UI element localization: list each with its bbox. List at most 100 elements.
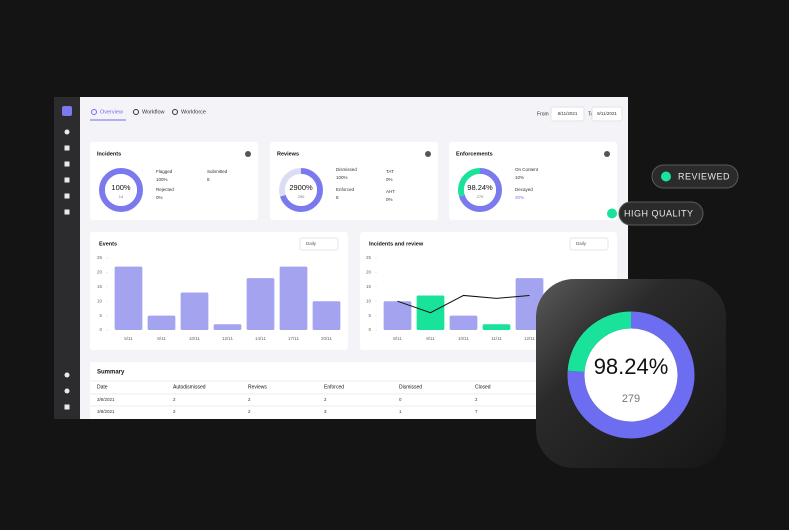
donut-hole <box>105 174 137 206</box>
donut-segment <box>458 168 502 212</box>
nav-icon[interactable] <box>64 193 70 199</box>
x-tick-label: 8/11 <box>157 336 166 341</box>
x-tick-label: 12/11 <box>524 336 535 341</box>
dropdown-label: Daily <box>576 241 587 246</box>
tab-icon <box>91 109 97 115</box>
table-cell: 2 <box>248 397 251 402</box>
stat-label: Flagged <box>156 169 173 174</box>
dropdown-label: Daily <box>306 241 317 246</box>
donut-sub: 290 <box>298 194 305 199</box>
dropdown[interactable] <box>299 237 339 251</box>
donut-sub: 14 <box>119 194 124 199</box>
chart-title: Events <box>99 241 117 247</box>
bar <box>246 278 275 330</box>
table-cell: 2 <box>173 397 176 402</box>
nav-icon[interactable] <box>64 129 70 135</box>
stat-label: AHT <box>386 189 395 194</box>
status-pill <box>618 201 704 226</box>
sidebar <box>54 97 80 419</box>
donut-hole <box>584 328 678 422</box>
stat-value: 10% <box>515 175 524 180</box>
x-tick-label: 5/11 <box>124 336 133 341</box>
nav-icon[interactable] <box>64 145 70 151</box>
card-title: Incidents <box>97 151 121 157</box>
bar <box>482 324 511 330</box>
bar <box>180 292 209 330</box>
to-label: To <box>588 111 594 117</box>
donut-segment <box>567 311 695 439</box>
bar <box>147 315 176 330</box>
table-cell: 7 <box>475 409 478 414</box>
nav-icon[interactable] <box>64 209 70 215</box>
summary-title: Summary <box>97 370 125 376</box>
chart-title: Incidents and review <box>369 241 424 247</box>
stat-value: 8 <box>336 195 339 200</box>
stat-label: Submitted <box>207 169 228 174</box>
logo <box>62 106 72 116</box>
x-tick-label: 17/11 <box>288 336 299 341</box>
stat-value: 30% <box>515 195 524 200</box>
stat-value: 100% <box>156 177 168 182</box>
settings-icon[interactable] <box>64 372 70 378</box>
x-tick-label: 20/11 <box>321 336 332 341</box>
x-tick-label: 11/11 <box>491 336 502 341</box>
nav-icon[interactable] <box>64 177 70 183</box>
date-input[interactable] <box>591 106 623 122</box>
stat-value: 8 <box>207 177 210 182</box>
y-tick-label: 20 <box>366 270 372 275</box>
donut-center: 98.24% <box>467 183 493 192</box>
stat-label: Dismissed <box>336 167 357 172</box>
donut-hole <box>464 174 496 206</box>
y-tick-label: 10 <box>97 298 103 303</box>
y-tick-label: 15 <box>97 284 103 289</box>
line <box>397 294 530 314</box>
table-cell: 0 <box>399 397 402 402</box>
y-tick-label: 25 <box>366 255 372 260</box>
from-date: 8/11/2021 <box>558 111 578 116</box>
donut-segment <box>99 168 143 212</box>
to-date: 9/11/2021 <box>597 111 617 116</box>
x-tick-label: 10/11 <box>189 336 200 341</box>
card-title: Enforcements <box>456 151 493 157</box>
info-icon[interactable] <box>425 151 431 157</box>
nav-tab[interactable]: Workforce <box>181 109 206 115</box>
donut-segment <box>279 168 323 212</box>
nav-tab[interactable]: Workflow <box>142 109 165 115</box>
status-dot <box>661 171 671 182</box>
overlay: REVIEWED HIGH QUALITY 98.24% 279 <box>536 164 739 468</box>
nav-tab[interactable]: Overview <box>100 109 123 115</box>
table-cell: 3/8/2021 <box>97 397 115 402</box>
help-icon[interactable] <box>64 388 70 394</box>
stat-value: 0% <box>156 195 163 200</box>
status-dot <box>607 208 617 219</box>
info-icon[interactable] <box>604 151 610 157</box>
status-pill <box>651 164 739 189</box>
nav-icon[interactable] <box>64 161 70 167</box>
dropdown[interactable] <box>569 237 609 251</box>
date-input[interactable] <box>550 106 585 122</box>
info-icon[interactable] <box>245 151 251 157</box>
stat-label: Enforced <box>336 187 355 192</box>
x-tick-label: 10/11 <box>458 336 469 341</box>
y-tick-label: 5 <box>99 313 102 318</box>
x-tick-label: 12/11 <box>222 336 233 341</box>
table-cell: 2 <box>324 397 327 402</box>
from-label: From <box>537 111 549 117</box>
column-header: Reviews <box>248 384 267 390</box>
donut-center: 98.24% <box>594 354 669 379</box>
y-tick-label: 0 <box>99 327 102 332</box>
table-cell: 1 <box>399 409 402 414</box>
donut-center: 2900% <box>289 183 313 192</box>
bar <box>312 301 341 330</box>
sidebar-icons <box>64 129 70 410</box>
y-tick-label: 15 <box>366 284 372 289</box>
table-cell: 2 <box>248 409 251 414</box>
donut-hole <box>285 174 317 206</box>
table-cell: 2 <box>173 409 176 414</box>
logout-icon[interactable] <box>64 404 70 410</box>
stat-label: On Content <box>515 167 539 172</box>
column-header: Autodismissed <box>173 384 206 390</box>
x-tick-label: 14/11 <box>255 336 266 341</box>
